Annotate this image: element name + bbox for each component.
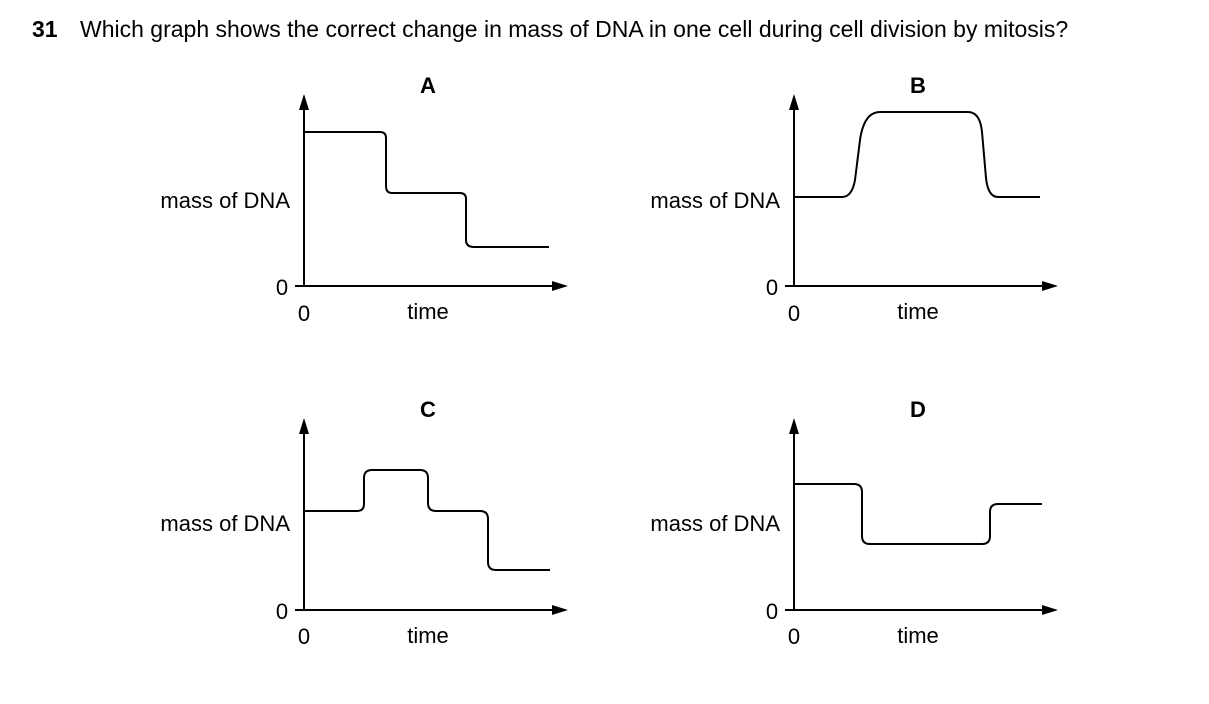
x-axis-zero-label: 0	[297, 301, 311, 326]
x-axis-zero-label: 0	[787, 301, 801, 326]
y-axis-arrow	[299, 418, 309, 434]
x-axis-label: time	[897, 623, 939, 648]
dna-mass-curve	[794, 111, 1040, 198]
dna-mass-curve	[304, 469, 550, 571]
y-axis-zero-label: 0	[275, 275, 289, 300]
x-axis-arrow	[552, 281, 568, 291]
graph-letter: C	[420, 397, 436, 422]
x-axis-label: time	[897, 299, 939, 324]
dna-mass-curve	[794, 483, 1042, 545]
y-axis-zero-label: 0	[765, 599, 779, 624]
graph-c-plot	[295, 418, 568, 615]
graph-a-plot	[295, 94, 568, 291]
question-stem: Which graph shows the correct change in …	[80, 16, 1069, 42]
graph-c: C mass of DNA 0 0 time	[140, 394, 600, 694]
graph-d-plot	[785, 418, 1058, 615]
x-axis-arrow	[1042, 605, 1058, 615]
y-axis-arrow	[789, 418, 799, 434]
y-axis-label: mass of DNA	[650, 188, 780, 213]
x-axis-label: time	[407, 623, 449, 648]
y-axis-label: mass of DNA	[160, 511, 290, 536]
dna-mass-curve	[304, 131, 549, 248]
graph-letter: A	[420, 73, 436, 98]
x-axis-zero-label: 0	[787, 624, 801, 649]
question-text-line: 31 Which graph shows the correct change i…	[32, 14, 1068, 44]
x-axis-label: time	[407, 299, 449, 324]
x-axis-arrow	[552, 605, 568, 615]
graph-d: D mass of DNA 0 0 time	[630, 394, 1090, 694]
graph-a: A mass of DNA 0 0 time	[140, 70, 600, 370]
graph-letter: B	[910, 73, 926, 98]
y-axis-label: mass of DNA	[650, 511, 780, 536]
graph-b: B mass of DNA 0 0 time	[630, 70, 1090, 370]
y-axis-arrow	[789, 94, 799, 110]
y-axis-label: mass of DNA	[160, 188, 290, 213]
graph-letter: D	[910, 397, 926, 422]
y-axis-zero-label: 0	[275, 599, 289, 624]
x-axis-arrow	[1042, 281, 1058, 291]
question-number: 31	[32, 16, 58, 42]
y-axis-zero-label: 0	[765, 275, 779, 300]
x-axis-zero-label: 0	[297, 624, 311, 649]
y-axis-arrow	[299, 94, 309, 110]
graph-b-plot	[785, 94, 1058, 291]
